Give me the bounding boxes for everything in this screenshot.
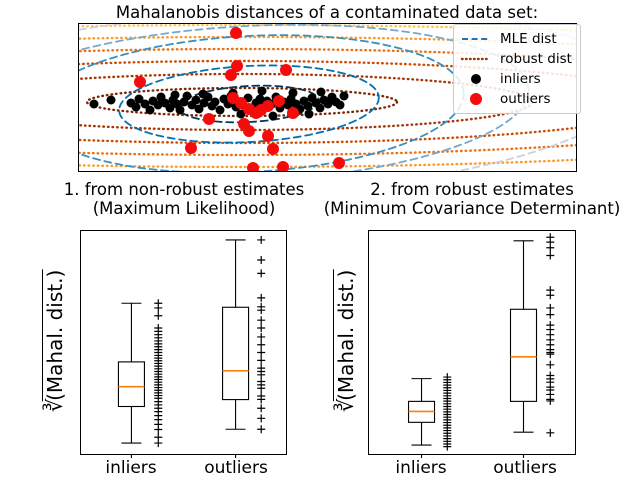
outlier-point bbox=[277, 161, 289, 171]
outlier-point bbox=[203, 113, 215, 125]
inlier-point bbox=[215, 105, 225, 115]
cube-root-icon: ∛ bbox=[43, 400, 67, 413]
red-dot-icon bbox=[470, 93, 482, 105]
legend-item-robust: robust dist bbox=[460, 49, 573, 69]
outlier-point bbox=[280, 64, 292, 76]
subplot-title-line1: 2. from robust estimates bbox=[370, 180, 574, 199]
dashed-line-icon bbox=[462, 38, 490, 40]
inlier-point bbox=[268, 111, 278, 121]
legend-label: outliers bbox=[500, 91, 551, 107]
inlier-point bbox=[316, 87, 326, 97]
inlier-point bbox=[182, 91, 192, 101]
iqr-box bbox=[509, 308, 538, 402]
legend: MLE dist robust dist inliers outliers bbox=[453, 24, 581, 114]
inlier-point bbox=[323, 99, 333, 109]
legend-label: MLE dist bbox=[500, 31, 557, 47]
outlier-point bbox=[250, 107, 262, 119]
outlier-point bbox=[247, 162, 259, 171]
inlier-point bbox=[175, 105, 185, 115]
inlier-point bbox=[288, 88, 298, 98]
mle-contour-line bbox=[118, 64, 380, 144]
inlier-point bbox=[339, 91, 349, 101]
inlier-point bbox=[303, 101, 313, 111]
outlier-point bbox=[333, 157, 345, 169]
inlier-point bbox=[194, 104, 204, 114]
ylabel-text: (Mahal. dist.) bbox=[42, 269, 67, 401]
legend-item-outliers: outliers bbox=[461, 89, 573, 109]
legend-item-mle: MLE dist bbox=[461, 29, 573, 49]
sample-plus-markers bbox=[257, 235, 266, 434]
ylabel-text: (Mahal. dist.) bbox=[333, 269, 358, 401]
inlier-point bbox=[255, 94, 265, 104]
inlier-point bbox=[236, 109, 246, 119]
ylabel-right: ∛(Mahal. dist.) bbox=[333, 269, 358, 413]
cube-root-icon: ∛ bbox=[334, 400, 358, 413]
inlier-point bbox=[257, 86, 267, 96]
legend-item-inliers: inliers bbox=[461, 69, 573, 89]
inlier-point bbox=[106, 95, 116, 105]
subplot-title-mcd: 2. from robust estimates (Minimum Covari… bbox=[324, 180, 621, 218]
outlier-point bbox=[225, 69, 237, 81]
boxplot-mcd-canvas bbox=[407, 233, 555, 458]
subplot-title-line2: (Maximum Likelihood) bbox=[92, 199, 276, 218]
subplot-title-mle: 1. from non-robust estimates (Maximum Li… bbox=[64, 180, 305, 218]
inlier-point bbox=[145, 105, 155, 115]
iqr-box bbox=[222, 306, 250, 401]
inlier-point bbox=[315, 103, 325, 113]
outlier-point bbox=[243, 125, 255, 137]
outlier-point bbox=[185, 142, 197, 154]
inlier-point bbox=[170, 90, 180, 100]
ylabel-left: ∛(Mahal. dist.) bbox=[42, 269, 67, 413]
xtick-label: outliers bbox=[204, 458, 268, 478]
inlier-point bbox=[335, 100, 345, 110]
outlier-point bbox=[287, 107, 299, 119]
boxplot-mle bbox=[80, 230, 287, 458]
boxplot-outliers bbox=[222, 235, 266, 458]
inlier-point bbox=[304, 109, 314, 119]
iqr-box bbox=[117, 361, 145, 408]
xtick-label: inliers bbox=[395, 458, 447, 478]
contour-scatter-canvas bbox=[79, 24, 576, 171]
sample-plus-markers bbox=[546, 233, 555, 437]
outlier-point bbox=[134, 76, 146, 88]
outlier-point bbox=[231, 60, 243, 72]
inlier-point bbox=[210, 97, 220, 107]
boxplot-mcd bbox=[368, 230, 576, 458]
black-dot-icon bbox=[471, 74, 481, 84]
outlier-point bbox=[267, 143, 279, 155]
boxplot-inliers bbox=[117, 299, 163, 458]
sample-plus-markers bbox=[154, 299, 163, 448]
xtick-label: outliers bbox=[493, 458, 557, 478]
boxplot-inliers bbox=[407, 373, 452, 458]
sample-plus-markers bbox=[443, 373, 452, 451]
legend-label: inliers bbox=[500, 71, 541, 87]
inlier-point bbox=[165, 103, 175, 113]
inlier-point bbox=[140, 99, 150, 109]
inlier-point bbox=[131, 102, 141, 112]
inlier-point bbox=[198, 89, 208, 99]
legend-label: robust dist bbox=[500, 51, 572, 67]
xtick-label: inliers bbox=[105, 458, 157, 478]
outlier-point bbox=[262, 100, 274, 112]
outlier-point bbox=[262, 130, 274, 142]
figure-title: Mahalanobis distances of a contaminated … bbox=[115, 3, 539, 22]
robust-contour-line bbox=[79, 47, 576, 157]
dotted-line-icon bbox=[460, 57, 492, 61]
boxplot-outliers bbox=[509, 233, 555, 458]
subplot-title-line2: (Minimum Covariance Determinant) bbox=[323, 199, 621, 218]
outlier-point bbox=[273, 95, 285, 107]
outlier-point bbox=[230, 27, 242, 39]
inlier-point bbox=[191, 95, 201, 105]
subplot-title-line1: 1. from non-robust estimates bbox=[63, 180, 305, 199]
inlier-point bbox=[89, 99, 99, 109]
boxplot-mle-canvas bbox=[117, 235, 266, 458]
inlier-point bbox=[153, 100, 163, 110]
inlier-point bbox=[134, 94, 144, 104]
